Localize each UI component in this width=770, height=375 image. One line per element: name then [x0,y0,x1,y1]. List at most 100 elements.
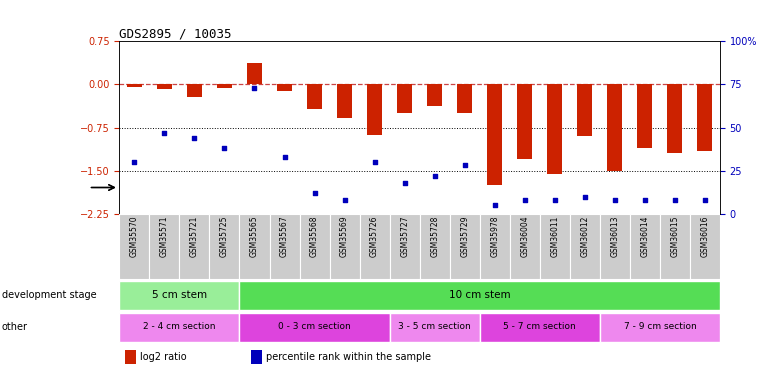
Bar [390,214,420,279]
Bar [179,214,209,279]
Text: GSM36011: GSM36011 [551,216,559,257]
Bar [638,84,652,148]
Text: GSM36016: GSM36016 [701,216,709,257]
Text: other: other [2,322,28,332]
Bar [252,350,263,364]
Point [128,159,141,165]
Bar [690,214,720,279]
Point [519,197,531,203]
Text: GSM35569: GSM35569 [340,216,349,257]
Bar [127,84,142,87]
Point [369,159,381,165]
Bar [300,214,330,279]
Text: GSM35571: GSM35571 [160,216,169,257]
Text: GSM35567: GSM35567 [280,216,289,257]
Bar [480,214,510,279]
Text: GSM35725: GSM35725 [220,216,229,257]
Bar [540,214,570,279]
Bar [149,214,179,279]
Point [308,190,321,196]
Bar [427,84,442,106]
Text: 5 cm stem: 5 cm stem [152,290,207,300]
Text: 5 - 7 cm section: 5 - 7 cm section [504,322,576,331]
Bar [510,214,540,279]
Text: GSM35721: GSM35721 [190,216,199,257]
Bar [119,281,239,310]
Text: development stage: development stage [2,290,96,300]
Bar [698,84,712,150]
Bar [217,84,232,88]
Point [188,135,200,141]
Bar [187,84,202,97]
Bar [360,214,390,279]
Point [699,197,711,203]
Point [608,197,621,203]
Text: 10 cm stem: 10 cm stem [449,290,511,300]
Text: GSM35568: GSM35568 [310,216,319,257]
Text: GSM35565: GSM35565 [250,216,259,257]
Bar [367,84,382,135]
Bar [480,313,600,342]
Text: GSM35729: GSM35729 [460,216,469,257]
Text: GSM35728: GSM35728 [430,216,439,257]
Point [459,162,471,168]
Text: GSM35570: GSM35570 [130,216,139,257]
Bar [630,214,660,279]
Bar [270,214,300,279]
Point [489,202,501,208]
Text: GSM35727: GSM35727 [400,216,409,257]
Bar [239,281,720,310]
Point [399,180,411,186]
Point [549,197,561,203]
Point [159,130,171,136]
Point [279,154,291,160]
Bar [330,214,360,279]
Text: GDS2895 / 10035: GDS2895 / 10035 [119,27,232,40]
Bar [517,84,532,159]
Point [668,197,681,203]
Bar [157,84,172,89]
Text: GSM36015: GSM36015 [671,216,679,257]
Text: 3 - 5 cm section: 3 - 5 cm section [398,322,471,331]
Bar [397,84,412,113]
Bar [450,214,480,279]
Text: GSM36004: GSM36004 [521,216,529,257]
Bar [600,313,720,342]
Bar [119,214,149,279]
Point [219,145,231,151]
Bar [390,313,480,342]
Bar [337,84,352,118]
Text: 0 - 3 cm section: 0 - 3 cm section [278,322,351,331]
Bar [660,214,690,279]
Text: GSM36012: GSM36012 [581,216,589,257]
Point [248,85,260,91]
Bar [547,84,562,174]
Bar [600,214,630,279]
Bar [578,84,592,136]
Text: 2 - 4 cm section: 2 - 4 cm section [143,322,216,331]
Bar [457,84,472,113]
Text: GSM36013: GSM36013 [611,216,619,257]
Point [639,197,651,203]
Point [428,173,440,179]
Bar [209,214,239,279]
Text: log2 ratio: log2 ratio [140,352,187,362]
Bar [570,214,600,279]
Bar [247,63,262,84]
Bar [239,313,390,342]
Bar [420,214,450,279]
Bar [307,84,322,108]
Text: GSM36014: GSM36014 [641,216,649,257]
Point [339,197,351,203]
Bar [277,84,292,91]
Bar [487,84,502,185]
Text: percentile rank within the sample: percentile rank within the sample [266,352,431,362]
Bar [239,214,270,279]
Bar [668,84,682,153]
Point [579,194,591,200]
Bar [126,350,136,364]
Text: GSM35726: GSM35726 [370,216,379,257]
Bar [119,313,239,342]
Bar [608,84,622,171]
Text: 7 - 9 cm section: 7 - 9 cm section [624,322,696,331]
